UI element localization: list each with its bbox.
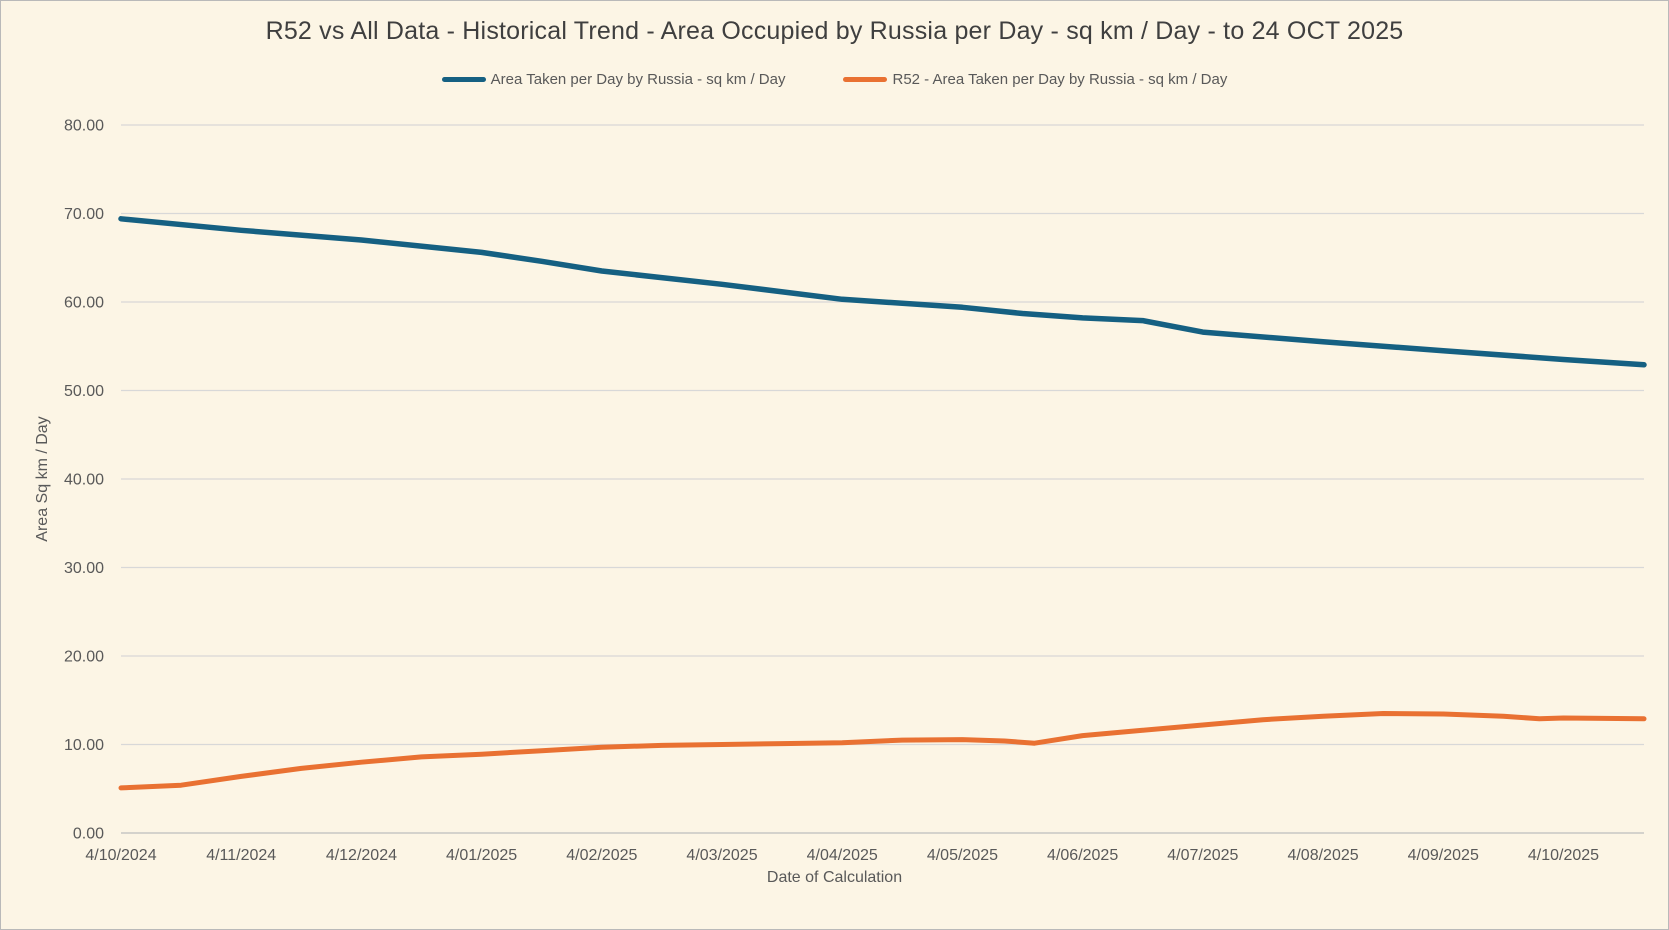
y-tick-label: 70.00	[64, 206, 104, 223]
legend-swatch-all-data	[441, 77, 486, 82]
y-tick-label: 0.00	[73, 826, 104, 843]
legend-item-r52: R52 - Area Taken per Day by Russia - sq …	[843, 71, 1227, 88]
x-tick-label: 4/06/2025	[1047, 847, 1118, 864]
x-tick-label: 4/01/2025	[446, 847, 517, 864]
x-axis-title: Date of Calculation	[766, 869, 903, 886]
x-tick-label: 4/07/2025	[1167, 847, 1238, 864]
legend: Area Taken per Day by Russia - sq km / D…	[1, 71, 1668, 88]
x-tick-label: 4/03/2025	[686, 847, 757, 864]
y-tick-label: 20.00	[64, 649, 104, 666]
y-axis-title: Area Sq km / Day	[34, 416, 51, 542]
chart-title: R52 vs All Data - Historical Trend - Are…	[265, 17, 1404, 45]
y-tick-label: 40.00	[64, 472, 104, 489]
legend-item-all-data: Area Taken per Day by Russia - sq km / D…	[441, 71, 786, 88]
legend-swatch-r52	[843, 77, 888, 82]
y-tick-label: 10.00	[64, 737, 104, 754]
x-tick-label: 4/11/2024	[206, 847, 276, 864]
series-line-0	[118, 216, 1647, 368]
x-tick-label: 4/10/2024	[85, 847, 156, 864]
y-tick-label: 30.00	[64, 560, 104, 577]
x-tick-label: 4/05/2025	[927, 847, 998, 864]
x-tick-label: 4/08/2025	[1287, 847, 1358, 864]
x-tick-label: 4/04/2025	[807, 847, 878, 864]
x-tick-label: 4/02/2025	[566, 847, 637, 864]
x-tick-label: 4/10/2025	[1528, 847, 1599, 864]
y-tick-label: 60.00	[64, 295, 104, 312]
x-tick-label: 4/09/2025	[1408, 847, 1479, 864]
x-tick-label: 4/12/2024	[326, 847, 397, 864]
y-tick-label: 50.00	[64, 383, 104, 400]
legend-label-all-data: Area Taken per Day by Russia - sq km / D…	[490, 71, 786, 88]
legend-label-r52: R52 - Area Taken per Day by Russia - sq …	[892, 71, 1228, 88]
y-tick-label: 80.00	[64, 118, 104, 135]
series-line-1	[118, 711, 1647, 791]
